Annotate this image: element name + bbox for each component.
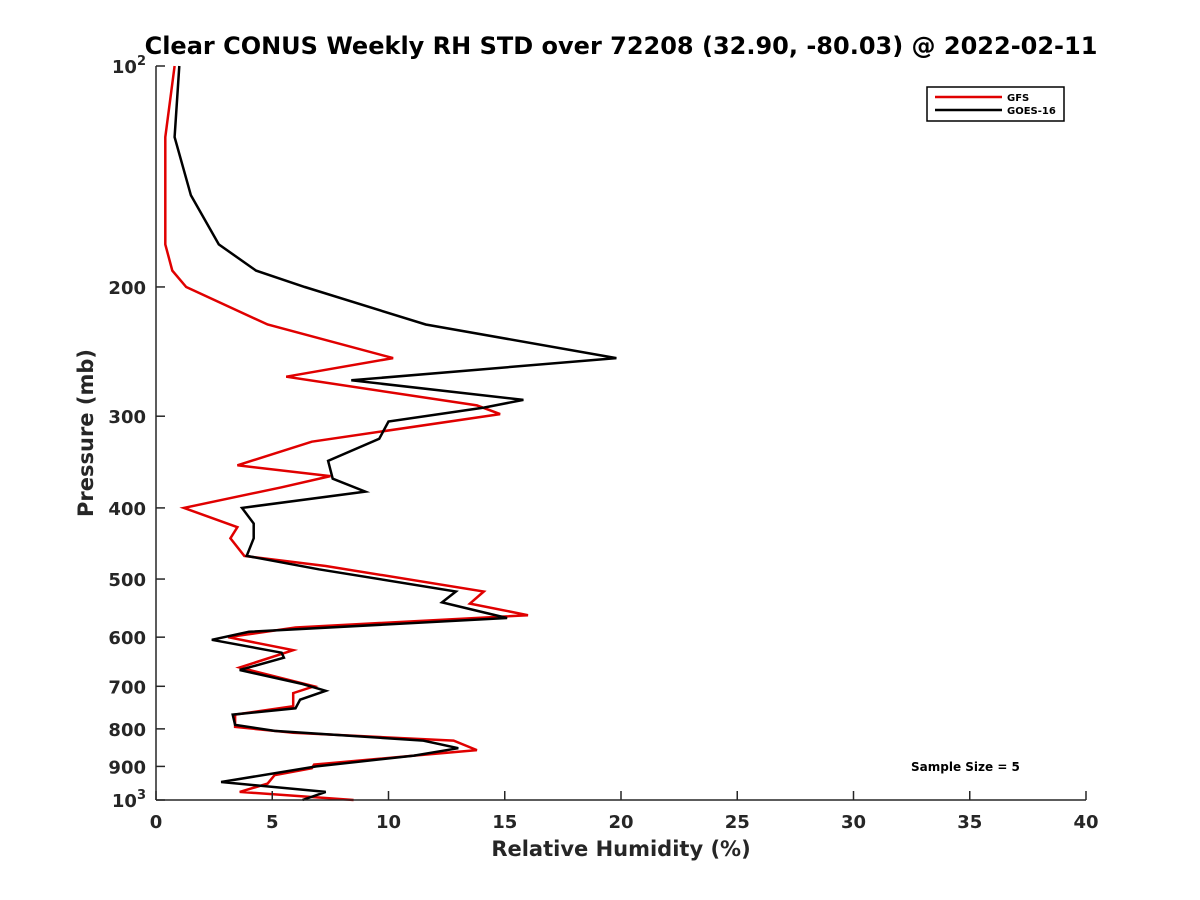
y-tick-label: 900 (108, 757, 146, 778)
legend: GFS GOES-16 (926, 86, 1065, 122)
x-axis-label: Relative Humidity (%) (491, 837, 750, 861)
x-tick-label: 15 (492, 812, 517, 833)
legend-box (926, 86, 1065, 122)
series-lines (164, 65, 617, 802)
y-tick-label: 200 (108, 278, 146, 299)
x-tick-label: 20 (608, 812, 633, 833)
series-line-gfs (164, 65, 529, 802)
y-tick-label: 700 (108, 677, 146, 698)
y-tick-label: 500 (108, 570, 146, 591)
x-tick-label: 25 (725, 812, 750, 833)
x-tick-label: 35 (957, 812, 982, 833)
chart-title: Clear CONUS Weekly RH STD over 72208 (32… (145, 32, 1098, 60)
x-axis-ticks: 0 5 10 15 20 25 30 35 40 (150, 791, 1099, 833)
plot-area (156, 66, 1086, 800)
x-tick-label: 0 (150, 812, 163, 833)
y-tick-label: 800 (108, 720, 146, 741)
x-tick-label: 5 (266, 812, 279, 833)
sample-size-annotation: Sample Size = 5 (911, 760, 1020, 774)
x-tick-label: 40 (1073, 812, 1098, 833)
y-tick-label: 300 (108, 407, 146, 428)
y-axis-label: Pressure (mb) (74, 349, 98, 517)
x-tick-label: 30 (841, 812, 866, 833)
y-tick-label: 600 (108, 628, 146, 649)
x-tick-label: 10 (376, 812, 401, 833)
series-line-goes16 (173, 65, 617, 802)
y-tick-label: 400 (108, 499, 146, 520)
legend-label-gfs: GFS (1007, 93, 1029, 104)
legend-label-goes16: GOES-16 (1007, 106, 1056, 117)
